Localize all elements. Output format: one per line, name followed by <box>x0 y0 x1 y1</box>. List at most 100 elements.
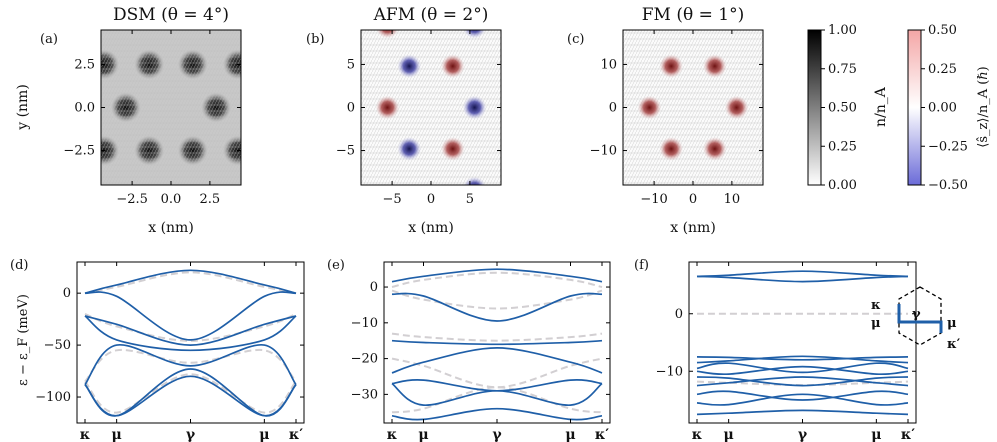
colorbar-tick-label: 0.50 <box>828 101 857 116</box>
bz-label-mu-right: μ <box>947 316 957 331</box>
y-tick-label: −30 <box>351 387 378 402</box>
band-lines: 0 −10 −20 −30 κ μ γ μ κ′ <box>351 262 610 442</box>
band-line <box>84 315 297 346</box>
colorbar-tick-label: 0.50 <box>928 23 957 38</box>
colorbar-tick-label: 0.00 <box>828 178 857 193</box>
band-line <box>84 269 297 295</box>
band-line <box>391 292 603 322</box>
y-tick-label: −5 <box>336 144 355 159</box>
panel-a-xlabel: x (nm) <box>148 220 194 236</box>
panel-c-xlabel: x (nm) <box>670 220 716 236</box>
reference-band-line <box>84 271 297 295</box>
reference-band-line <box>391 357 603 389</box>
x-tick-label: 0 <box>427 192 435 207</box>
spin-up-peak <box>702 54 727 79</box>
y-tick-label: 10 <box>600 57 617 72</box>
x-tick-label: 2.5 <box>200 192 221 207</box>
panel-a-tag: (a) <box>40 32 58 47</box>
y-tick-label: 2.5 <box>74 57 95 72</box>
panel-a-ylabel: y (nm) <box>15 84 31 131</box>
x-tick-label: 0 <box>689 192 697 207</box>
band-line <box>391 339 603 346</box>
kpath-label: μ <box>871 427 881 442</box>
kpath-label: μ <box>565 427 575 442</box>
spin-up-peak <box>440 54 465 79</box>
spin-up-peak <box>376 30 399 39</box>
band-line <box>84 344 297 386</box>
spin-down-peak <box>463 176 486 185</box>
x-tick-label: 0.0 <box>161 192 182 207</box>
spin-down-peak <box>397 54 422 79</box>
band-line <box>696 275 909 283</box>
panel-e-tag: (e) <box>327 258 345 273</box>
panel-c: FM (θ = 1°) (c) −10 0 10 10 0 −10 x (nm) <box>567 5 764 236</box>
panel-f-tag: (f) <box>634 258 649 273</box>
colorbar-density: 1.00 0.75 0.50 0.25 0.00 n/n_A <box>807 23 889 193</box>
band-line <box>391 407 603 421</box>
y-tick-label: −100 <box>35 390 71 405</box>
colorbar-spin: 0.50 0.25 0.00 −0.25 −0.50 ⟨ŝ_z⟩/n_A (ℏ) <box>907 23 991 193</box>
panel-e: (e) 0 −10 −20 −30 κ μ γ μ κ′ <box>327 258 611 442</box>
band-line <box>84 315 297 352</box>
spin-down-peak <box>397 136 422 161</box>
x-tick-label: 5 <box>466 192 474 207</box>
colorbar-tick-label: −0.25 <box>928 139 968 154</box>
panel-f: (f) 0−10κ μ γ μ κ′ κ μ γ μ κ′ <box>634 258 961 442</box>
colorbar-tick-label: 1.00 <box>828 23 857 38</box>
bz-label-gamma: γ <box>912 307 921 322</box>
reference-band-line <box>84 373 297 414</box>
band-lines: 0−10κ μ γ μ κ′ <box>656 262 916 442</box>
y-tick-label: 0 <box>347 101 355 116</box>
y-tick-label: −10 <box>351 316 378 331</box>
band-line <box>696 393 909 406</box>
kpath-label: μ <box>259 427 269 442</box>
spin-peaks <box>375 30 487 185</box>
y-tick-label: 0.0 <box>74 101 95 116</box>
band-lines: 0 −50 −100 κ μ γ μ κ′ <box>35 262 304 442</box>
reference-band-line <box>391 271 603 288</box>
panel-d: (d) ε − ε_F (meV) 0 −50 −100 κ μ γ μ κ′ <box>10 258 305 442</box>
spin-up-peak <box>440 136 465 161</box>
colorbar-tick-label: −0.50 <box>928 178 968 193</box>
band-line <box>84 291 297 341</box>
kpath-label: γ <box>798 427 808 442</box>
y-tick-label: −10 <box>656 364 683 379</box>
colorbar-tick-label: 0.25 <box>928 62 957 77</box>
panel-a: DSM (θ = 4°) (a) −2.5 0.0 2.5 2.5 0.0 −2.5 x … <box>15 5 242 236</box>
y-tick-label: 0 <box>675 307 683 322</box>
x-tick-label: 10 <box>724 192 741 207</box>
band-line <box>696 355 909 364</box>
y-tick-label: 0 <box>63 286 71 301</box>
band-line <box>391 347 603 374</box>
bz-path <box>897 304 943 333</box>
spin-down-peak <box>462 95 487 120</box>
spin-up-peak <box>637 95 662 120</box>
bz-hexagon <box>898 286 942 346</box>
panel-d-tag: (d) <box>10 258 28 273</box>
x-tick-label: −2.5 <box>116 192 148 207</box>
band-line <box>696 376 909 387</box>
x-tick-label: −5 <box>383 192 402 207</box>
y-tick-label: 0 <box>370 280 378 295</box>
kpath-label: μ <box>112 427 122 442</box>
band-line <box>696 365 909 376</box>
panel-b-title: AFM (θ = 2°) <box>373 5 489 25</box>
reference-band-line <box>391 289 603 310</box>
colorbar-spin-label: ⟨ŝ_z⟩/n_A (ℏ) <box>976 66 991 147</box>
spin-up-peak <box>724 95 749 120</box>
panel-c-tag: (c) <box>567 32 584 47</box>
kpath-label: γ <box>492 427 502 442</box>
spin-up-peak <box>659 54 684 79</box>
y-tick-label: −20 <box>351 352 378 367</box>
panel-b-xlabel: x (nm) <box>408 220 454 236</box>
band-line <box>696 362 909 374</box>
y-tick-label: −50 <box>44 338 71 353</box>
reference-band-line <box>84 348 297 383</box>
panel-d-ylabel: ε − ε_F (meV) <box>16 294 31 386</box>
bz-label-kappa-prime: κ′ <box>947 337 961 352</box>
y-tick-label: 5 <box>347 57 355 72</box>
bz-label-mu-left: μ <box>871 316 881 331</box>
kpath-label: μ <box>724 427 734 442</box>
spin-up-peak <box>659 136 684 161</box>
colorbar-density-label: n/n_A <box>873 86 889 127</box>
